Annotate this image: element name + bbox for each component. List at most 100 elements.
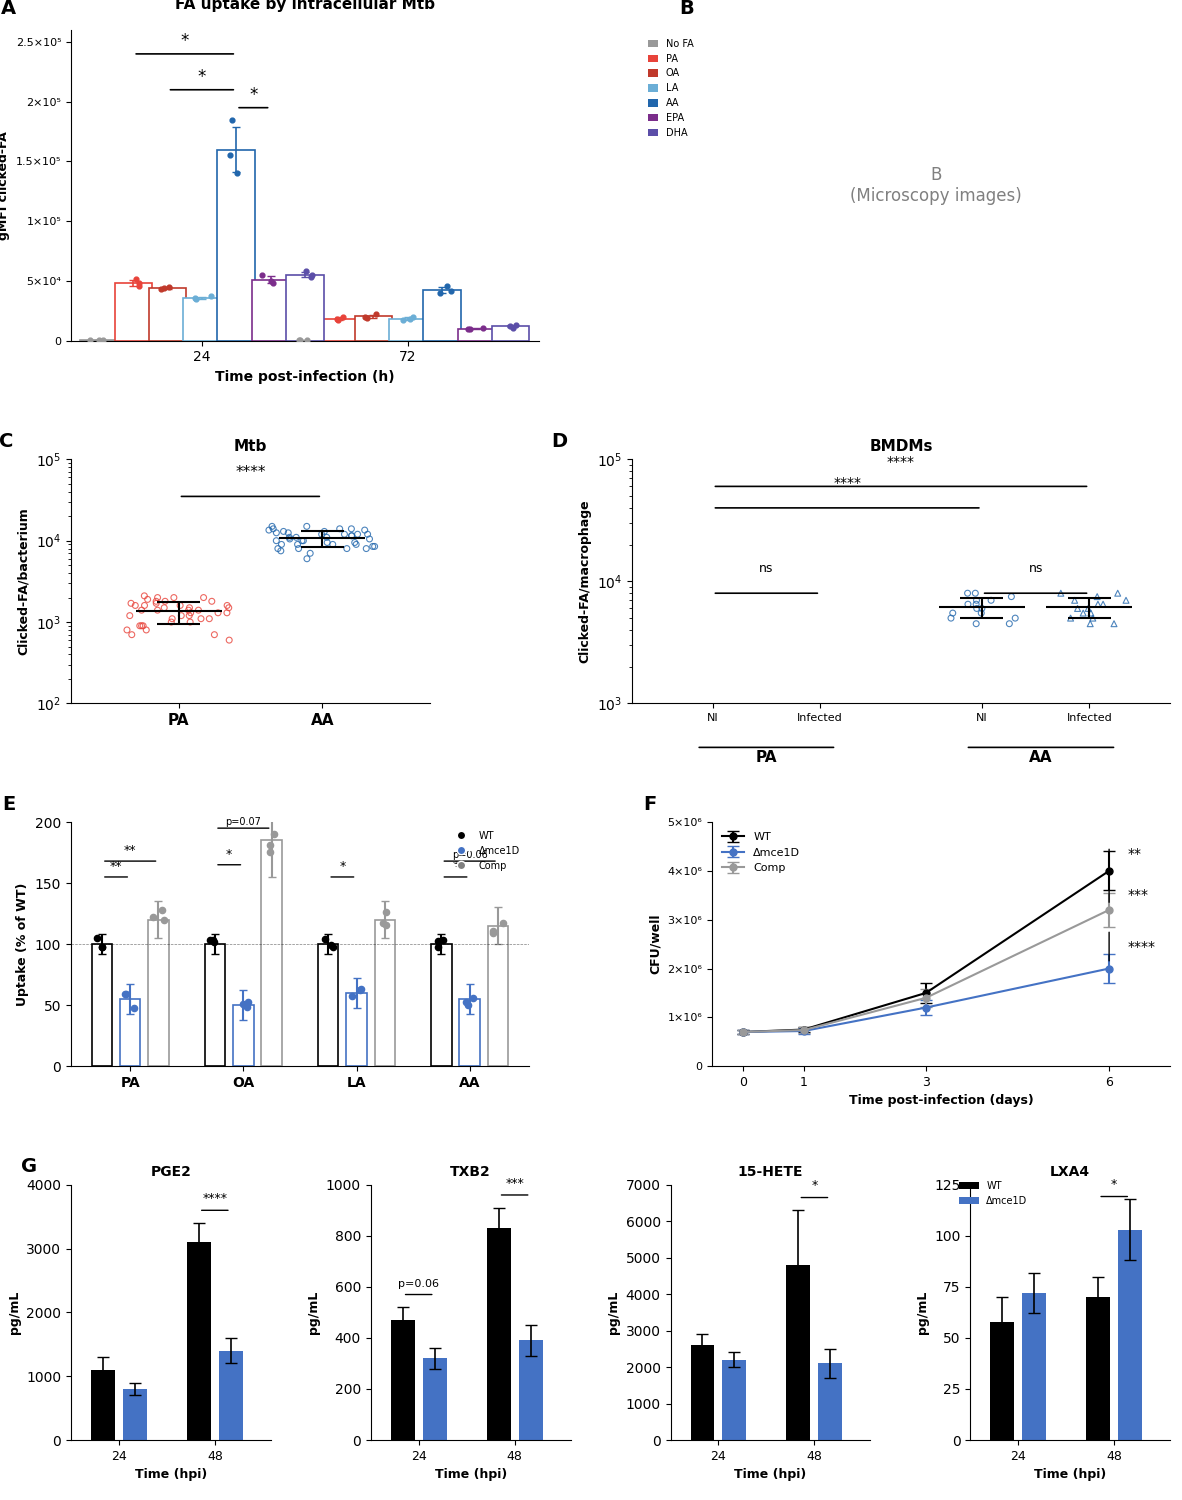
Bar <box>487 1228 511 1440</box>
Y-axis label: pg/mL: pg/mL <box>916 1290 929 1334</box>
Text: *: * <box>339 861 345 873</box>
Text: ****: **** <box>202 1192 227 1204</box>
Point <box>967 612 986 636</box>
Point <box>717 759 736 783</box>
Point <box>264 268 282 292</box>
Title: BMDMs: BMDMs <box>869 440 933 454</box>
Point <box>483 920 502 944</box>
Point <box>290 537 309 561</box>
Point <box>180 596 199 619</box>
Bar <box>519 1341 543 1440</box>
Bar <box>92 944 112 1066</box>
Point <box>335 522 353 546</box>
Point <box>194 585 213 609</box>
Point <box>132 598 151 622</box>
Text: B
(Microscopy images): B (Microscopy images) <box>850 166 1022 206</box>
Point <box>358 522 377 546</box>
Text: p=0.06: p=0.06 <box>452 850 487 859</box>
Bar <box>818 1364 843 1440</box>
X-axis label: Time (hpi): Time (hpi) <box>1034 1468 1106 1482</box>
Point <box>827 746 846 770</box>
Point <box>819 738 838 762</box>
Title: LXA4: LXA4 <box>1050 1166 1090 1179</box>
Point <box>465 315 483 339</box>
Point <box>317 525 336 549</box>
Point <box>1109 580 1128 604</box>
Point <box>287 525 306 549</box>
Point <box>717 756 736 780</box>
Point <box>135 594 154 618</box>
Point <box>395 304 414 328</box>
Point <box>119 273 138 297</box>
Point <box>795 744 814 768</box>
Point <box>148 585 167 609</box>
Bar <box>457 328 495 340</box>
Point <box>152 898 171 922</box>
Point <box>798 758 817 782</box>
Point <box>134 614 152 638</box>
Point <box>83 328 102 352</box>
Point <box>346 532 365 556</box>
Point <box>170 594 189 618</box>
Point <box>93 934 112 958</box>
Point <box>1065 588 1084 612</box>
Bar <box>355 316 392 340</box>
Y-axis label: pg/mL: pg/mL <box>307 1290 320 1334</box>
Point <box>316 927 335 951</box>
Point <box>429 934 448 958</box>
Text: *: * <box>197 68 206 86</box>
Title: PGE2: PGE2 <box>150 1166 191 1179</box>
Point <box>332 309 351 333</box>
Point <box>259 272 278 296</box>
Point <box>820 759 839 783</box>
Point <box>504 314 522 338</box>
Point <box>147 590 165 613</box>
Y-axis label: CFU/well: CFU/well <box>649 914 662 975</box>
Point <box>322 933 340 957</box>
Point <box>208 602 227 625</box>
Point <box>221 144 240 168</box>
Point <box>1093 592 1112 616</box>
Point <box>238 994 256 1018</box>
Bar <box>217 150 255 340</box>
Point <box>1073 602 1092 625</box>
Point <box>138 588 157 612</box>
Point <box>429 928 448 952</box>
Point <box>330 518 349 542</box>
Point <box>343 524 362 548</box>
Text: **: ** <box>1128 847 1142 861</box>
Bar <box>722 1360 747 1440</box>
Point <box>702 752 721 776</box>
Point <box>1080 612 1099 636</box>
Point <box>474 318 493 342</box>
Point <box>813 765 832 789</box>
Point <box>377 914 396 938</box>
Point <box>943 602 962 625</box>
Point <box>148 598 167 622</box>
Point <box>493 315 512 339</box>
Point <box>973 597 992 621</box>
Point <box>171 603 190 627</box>
Point <box>156 590 175 613</box>
Point <box>365 303 384 327</box>
Point <box>323 532 342 556</box>
Title: FA uptake by intracellular Mtb: FA uptake by intracellular Mtb <box>175 0 435 12</box>
Text: A: A <box>1 0 15 18</box>
Point <box>292 528 311 552</box>
Point <box>279 520 298 544</box>
Point <box>352 976 371 1000</box>
Point <box>117 618 136 642</box>
Point <box>342 524 361 548</box>
Point <box>670 760 689 784</box>
Bar <box>286 274 324 340</box>
Point <box>981 588 1000 612</box>
Legend: WT, Δmce1D: WT, Δmce1D <box>955 1178 1032 1209</box>
Bar <box>123 1389 147 1440</box>
Point <box>267 520 286 544</box>
Point <box>813 756 832 780</box>
Point <box>298 514 317 538</box>
Point <box>820 750 839 774</box>
Point <box>363 534 382 558</box>
Bar <box>492 327 530 340</box>
Point <box>837 752 856 776</box>
